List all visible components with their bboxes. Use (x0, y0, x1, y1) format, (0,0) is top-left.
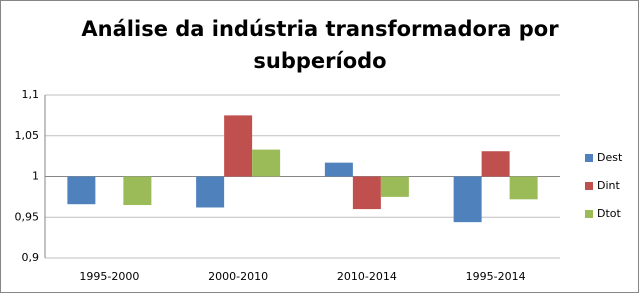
bar (324, 162, 353, 177)
x-tick-label: 2010-2014 (337, 270, 397, 283)
chart-title: subperíodo (253, 49, 386, 73)
legend-swatch (585, 210, 593, 218)
x-tick-label: 1995-2000 (79, 270, 139, 283)
bar (509, 176, 538, 200)
y-tick-label: 1 (32, 170, 39, 183)
legend-swatch (585, 182, 593, 190)
bar (352, 176, 381, 210)
chart-title: Análise da indústria transformadora por (81, 17, 559, 41)
bar (453, 176, 482, 223)
x-tick-label: 2000-2010 (208, 270, 268, 283)
x-tick-label: 1995-2014 (466, 270, 526, 283)
bar (123, 176, 152, 206)
bar (481, 151, 510, 177)
legend-label: Dtot (597, 207, 622, 220)
y-tick-label: 1,05 (15, 129, 40, 142)
y-tick-label: 0,9 (22, 251, 40, 264)
y-tick-label: 1,1 (22, 88, 40, 101)
legend-swatch (585, 154, 593, 162)
y-tick-label: 0,95 (15, 210, 40, 223)
bar (67, 176, 96, 205)
bar (380, 176, 409, 197)
bar (224, 115, 253, 177)
bar (196, 176, 225, 208)
legend-label: Dest (597, 151, 623, 164)
legend-label: Dint (597, 179, 620, 192)
bar (252, 149, 281, 177)
